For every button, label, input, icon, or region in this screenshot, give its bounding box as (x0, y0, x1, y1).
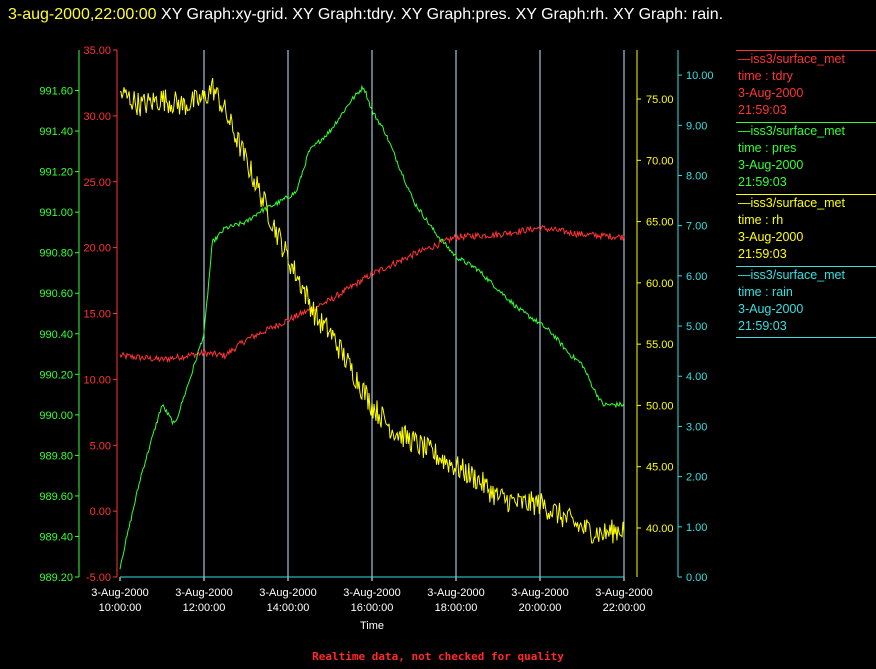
x-tick-date: 3-Aug-2000 (427, 587, 485, 599)
tdry-tick-label: 20.00 (83, 243, 111, 255)
x-tick-date: 3-Aug-2000 (343, 587, 401, 599)
legend-source: —iss3/surface_met (738, 268, 845, 282)
rain-tick-label: 9.00 (686, 120, 707, 132)
tdry-tick-label: 10.00 (83, 374, 111, 386)
rh-tick-label: 65.00 (646, 217, 674, 229)
rain-tick-label: 0.00 (686, 572, 707, 584)
legend-rule (736, 194, 876, 195)
series-line-pres (119, 84, 625, 570)
legend-time: 21:59:03 (738, 247, 787, 261)
tdry-tick-label: 5.00 (90, 440, 111, 452)
pres-tick-label: 991.60 (39, 86, 73, 98)
pres-tick-label: 989.80 (39, 450, 73, 462)
legend-source: —iss3/surface_met (738, 124, 845, 138)
x-tick-date: 3-Aug-2000 (175, 587, 233, 599)
rh-tick-label: 55.00 (646, 339, 674, 351)
x-tick-time: 10:00:00 (99, 602, 142, 614)
pres-tick-label: 989.60 (39, 491, 73, 503)
legend-rule (736, 266, 876, 267)
x-tick-time: 16:00:00 (351, 602, 394, 614)
pres-tick-label: 989.40 (39, 531, 73, 543)
rh-tick-label: 50.00 (646, 400, 674, 412)
rain-tick-label: 1.00 (686, 522, 707, 534)
legend-field: time : pres (738, 141, 797, 155)
x-tick-time: 22:00:00 (603, 602, 646, 614)
x-axis-label: Time (360, 620, 384, 632)
rh-tick-label: 60.00 (646, 278, 674, 290)
legend-date: 3-Aug-2000 (738, 230, 804, 244)
rain-tick-label: 3.00 (686, 421, 707, 433)
rain-tick-label: 5.00 (686, 321, 707, 333)
tdry-tick-label: 25.00 (83, 177, 111, 189)
pres-tick-label: 989.20 (39, 572, 73, 584)
legend-field: time : tdry (738, 69, 793, 83)
legend-source: —iss3/surface_met (738, 52, 845, 66)
pres-tick-label: 990.00 (39, 410, 73, 422)
x-tick-date: 3-Aug-2000 (91, 587, 149, 599)
x-tick-time: 12:00:00 (183, 602, 226, 614)
pres-tick-label: 991.20 (39, 167, 73, 179)
title-date: 3-aug-2000,22:00:00 (8, 6, 157, 23)
rain-tick-label: 4.00 (686, 371, 707, 383)
x-tick-date: 3-Aug-2000 (595, 587, 653, 599)
tdry-tick-label: -5.00 (86, 572, 111, 584)
legend-time: 21:59:03 (738, 319, 787, 333)
pres-tick-label: 990.40 (39, 329, 73, 341)
legend-rule (736, 122, 876, 123)
quality-footnote: Realtime data, not checked for quality (312, 650, 564, 663)
x-tick-date: 3-Aug-2000 (259, 587, 317, 599)
pres-tick-label: 991.40 (39, 126, 73, 138)
rh-tick-label: 45.00 (646, 462, 674, 474)
legend-date: 3-Aug-2000 (738, 158, 804, 172)
rh-tick-label: 75.00 (646, 94, 674, 106)
rain-tick-label: 8.00 (686, 170, 707, 182)
rh-tick-label: 70.00 (646, 155, 674, 167)
pres-tick-label: 990.20 (39, 369, 73, 381)
legend-date: 3-Aug-2000 (738, 86, 804, 100)
tdry-tick-label: 35.00 (83, 45, 111, 57)
legend-source: —iss3/surface_met (738, 196, 845, 210)
legend-field: time : rain (738, 285, 793, 299)
tdry-tick-label: 0.00 (90, 506, 111, 518)
x-tick-date: 3-Aug-2000 (511, 587, 569, 599)
rain-tick-label: 2.00 (686, 472, 707, 484)
legend-time: 21:59:03 (738, 175, 787, 189)
rh-tick-label: 40.00 (646, 523, 674, 535)
legend-date: 3-Aug-2000 (738, 302, 804, 316)
tdry-tick-label: 30.00 (83, 111, 111, 123)
pres-tick-label: 991.00 (39, 207, 73, 219)
pres-tick-label: 990.80 (39, 248, 73, 260)
x-tick-time: 20:00:00 (519, 602, 562, 614)
pres-tick-label: 990.60 (39, 288, 73, 300)
title-graph-list: XY Graph:xy-grid. XY Graph:tdry. XY Grap… (161, 6, 724, 23)
x-tick-time: 14:00:00 (267, 602, 310, 614)
series-line-rh (119, 77, 625, 544)
tdry-tick-label: 15.00 (83, 309, 111, 321)
rain-tick-label: 10.00 (686, 70, 714, 82)
legend-rule (736, 50, 876, 51)
legend-rule (736, 337, 876, 338)
graph-title: 3-aug-2000,22:00:00 XY Graph:xy-grid. XY… (8, 2, 868, 28)
series-line-tdry (119, 224, 625, 364)
legend-time: 21:59:03 (738, 103, 787, 117)
rain-tick-label: 6.00 (686, 271, 707, 283)
legend-field: time : rh (738, 213, 784, 227)
rain-tick-label: 7.00 (686, 221, 707, 233)
x-tick-time: 18:00:00 (435, 602, 478, 614)
